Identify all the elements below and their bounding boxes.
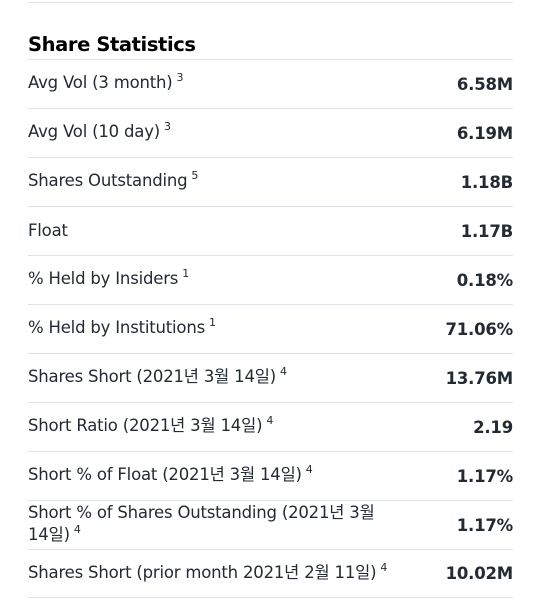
footnote-marker: 5 <box>191 169 199 182</box>
row-value: 1.17% <box>456 515 513 535</box>
row-value: 1.18B <box>460 172 513 192</box>
table-row-held-by-institutions: % Held by Institutions 1 71.06% <box>28 304 513 353</box>
footnote-marker: 4 <box>279 365 287 378</box>
table-row-float: Float 1.17B <box>28 206 513 255</box>
row-label: Shares Short (2021년 3월 14일) 4 <box>28 365 287 386</box>
footnote-marker: 1 <box>208 316 216 329</box>
footnote-marker: 3 <box>164 120 171 133</box>
row-value: 13.76M <box>445 368 514 388</box>
row-label: % Held by Insiders 1 <box>28 267 189 288</box>
footnote-marker: 4 <box>266 414 274 427</box>
row-value: 10.02M <box>445 564 514 583</box>
row-value: 1.17% <box>456 466 513 486</box>
table-row-shares-short-prior-month: Shares Short (prior month 2021년 2월 11일) 4… <box>28 549 513 598</box>
share-statistics-table: Avg Vol (3 month) 3 6.58M Avg Vol (10 day… <box>28 59 513 598</box>
row-value: 1.17B <box>460 221 513 241</box>
table-row-shares-short: Shares Short (2021년 3월 14일) 4 13.76M <box>28 353 513 402</box>
footnote-marker: 3 <box>176 71 184 84</box>
row-value: 0.18% <box>456 270 513 290</box>
row-label: % Held by Institutions 1 <box>28 316 216 337</box>
table-row-avg-vol-3-month: Avg Vol (3 month) 3 6.58M <box>28 59 513 108</box>
row-label: Avg Vol (10 day) 3 <box>28 120 171 141</box>
table-row-short-pct-of-shares-outstanding: Short % of Shares Outstanding (2021년 3월 … <box>28 500 513 549</box>
row-value: 71.06% <box>445 319 513 339</box>
table-row-held-by-insiders: % Held by Insiders 1 0.18% <box>28 255 513 304</box>
row-label: Short % of Float (2021년 3월 14일) 4 <box>28 463 313 484</box>
row-value: 6.58M <box>456 74 513 94</box>
row-label: Short Ratio (2021년 3월 14일) 4 <box>28 414 274 435</box>
table-row-short-pct-of-float: Short % of Float (2021년 3월 14일) 4 1.17% <box>28 451 513 500</box>
section-title: Share Statistics <box>28 33 196 56</box>
table-row-shares-outstanding: Shares Outstanding 5 1.18B <box>28 157 513 206</box>
row-value: 6.19M <box>456 123 513 143</box>
footnote-marker: 1 <box>182 267 189 280</box>
top-divider <box>28 2 513 3</box>
table-row-short-ratio: Short Ratio (2021년 3월 14일) 4 2.19 <box>28 402 513 451</box>
footnote-marker: 4 <box>305 463 313 476</box>
table-row-avg-vol-10-day: Avg Vol (10 day) 3 6.19M <box>28 108 513 157</box>
footnote-marker: 4 <box>380 560 388 574</box>
row-label: Avg Vol (3 month) 3 <box>28 71 184 92</box>
row-label: Short % of Shares Outstanding (2021년 3월 … <box>28 503 375 544</box>
row-label: Float <box>28 221 68 240</box>
row-label: Shares Short (prior month 2021년 2월 11일) 4 <box>28 560 388 582</box>
row-value: 2.19 <box>473 417 513 437</box>
footnote-marker: 4 <box>73 523 81 536</box>
row-label: Shares Outstanding 5 <box>28 169 199 190</box>
